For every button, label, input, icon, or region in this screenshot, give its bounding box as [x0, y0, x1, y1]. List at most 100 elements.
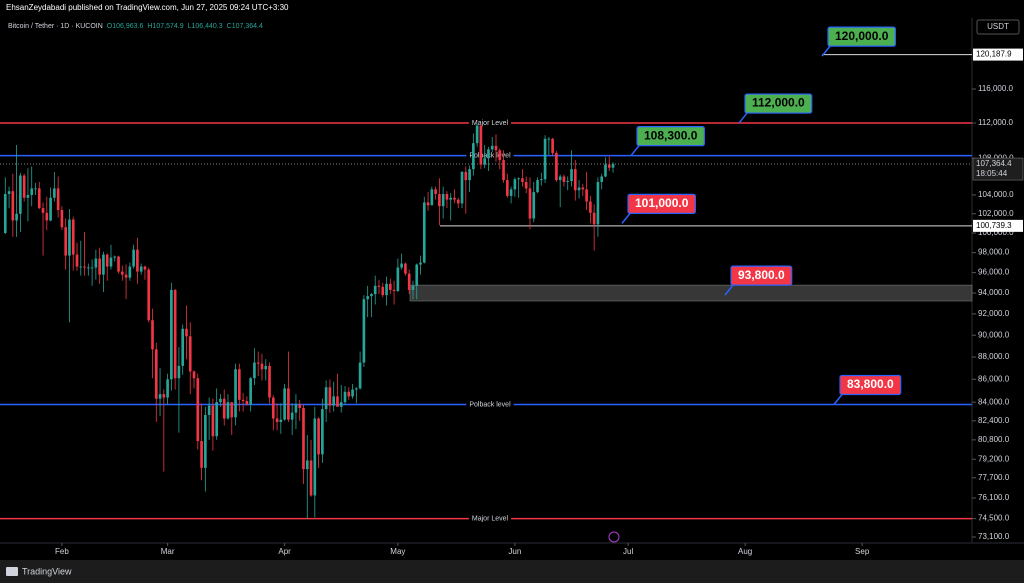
- callout-pointer: [821, 45, 831, 57]
- candle-body: [249, 378, 252, 405]
- candle-body: [173, 289, 177, 379]
- candle-body: [479, 125, 483, 165]
- candle-body: [162, 394, 166, 398]
- candle-body: [573, 169, 577, 191]
- candle-body: [60, 209, 64, 228]
- y-tick-label: 116,000.0: [978, 84, 1014, 93]
- candle-body: [343, 391, 347, 403]
- footer-brand: TradingView: [22, 566, 72, 576]
- events-icon[interactable]: [608, 531, 620, 543]
- candle-body: [90, 267, 94, 269]
- level-label: Polback level: [469, 401, 511, 408]
- y-tick-label: 102,000.0: [978, 209, 1014, 218]
- candle-body: [373, 285, 377, 295]
- candle-body: [592, 212, 596, 225]
- candle-body: [283, 388, 286, 420]
- candle-body: [215, 402, 218, 437]
- y-tick-label: 96,000.0: [978, 268, 1010, 277]
- candle-body: [94, 258, 98, 268]
- callout-label: 120,000.0: [835, 29, 889, 43]
- candle-body: [404, 263, 407, 274]
- price-label: 100,739.3: [976, 221, 1012, 230]
- candle-body: [147, 269, 151, 321]
- candle-body: [472, 143, 475, 170]
- candle-body: [22, 175, 26, 198]
- candle-body: [302, 407, 305, 470]
- candle-body: [124, 274, 128, 278]
- candle-body: [370, 294, 373, 297]
- candle-body: [513, 179, 517, 190]
- current-price-label: 107,364.4: [976, 159, 1012, 168]
- candle-body: [445, 194, 449, 200]
- candle-body: [30, 188, 34, 195]
- candle-body: [185, 328, 188, 337]
- candle-body: [351, 389, 354, 397]
- candle-body: [49, 197, 52, 221]
- candle-body: [449, 197, 453, 200]
- candle-body: [400, 263, 403, 268]
- x-tick-label: May: [390, 547, 405, 556]
- candle-body: [570, 169, 573, 182]
- candle-body: [41, 208, 45, 213]
- callout-label: 112,000.0: [752, 96, 805, 110]
- candle-body: [226, 402, 230, 419]
- candle-body: [117, 256, 120, 272]
- candle-body: [460, 171, 464, 204]
- candle-body: [407, 273, 411, 290]
- candle-body: [37, 188, 41, 209]
- candle-body: [324, 387, 328, 410]
- callout-box: [627, 193, 696, 214]
- candle-body: [222, 398, 226, 419]
- legend-ohlc: O106,963.6: [107, 23, 144, 30]
- candle-body: [506, 180, 509, 196]
- candle-body: [113, 256, 117, 258]
- candle-body: [566, 181, 570, 182]
- candle-body: [366, 296, 369, 300]
- candle-body: [524, 181, 528, 189]
- candle-body: [426, 202, 430, 206]
- candle-body: [204, 414, 207, 468]
- candle-body: [313, 418, 317, 496]
- candle-body: [219, 398, 222, 403]
- callout-box: [827, 26, 896, 47]
- candle-body: [230, 402, 234, 418]
- price-label-box: [973, 48, 1023, 61]
- candle-body: [562, 176, 566, 182]
- y-tick-label: 112,000.0: [978, 118, 1014, 127]
- candle-body: [600, 176, 604, 182]
- currency[interactable]: USDT: [987, 22, 1009, 31]
- candle-body: [596, 181, 600, 225]
- candle-body: [68, 219, 71, 256]
- candle-body: [611, 164, 615, 168]
- candle-body: [34, 188, 37, 190]
- candle-body: [290, 412, 294, 420]
- x-tick-label: Mar: [161, 547, 175, 556]
- candle-body: [441, 194, 445, 207]
- candle-body: [607, 164, 611, 168]
- candle-body: [83, 266, 86, 268]
- candle-body: [211, 405, 215, 437]
- current-price-box: [972, 157, 1024, 181]
- countdown-label: 18:05:44: [976, 169, 1008, 178]
- candle-body: [256, 362, 260, 364]
- candle-body: [298, 404, 302, 408]
- candle-body: [528, 188, 532, 219]
- price-label-box: [973, 219, 1023, 232]
- candle-body: [411, 285, 415, 290]
- candle-body: [151, 320, 154, 350]
- candle-body: [385, 283, 388, 296]
- legend: Bitcoin / Tether · 1D · KUCOIN O106,963.6…: [8, 23, 263, 30]
- candle-body: [98, 258, 101, 275]
- candle-body: [321, 409, 324, 455]
- candle-body: [456, 199, 460, 204]
- candle-body: [494, 145, 498, 151]
- candle-body: [71, 219, 75, 255]
- candle-body: [453, 197, 456, 200]
- callout-box: [839, 374, 902, 396]
- candle-body: [253, 362, 256, 379]
- candle-body: [332, 396, 336, 406]
- y-tick-label: 90,000.0: [978, 330, 1010, 339]
- candle-body: [498, 150, 502, 161]
- callout-box: [636, 126, 705, 147]
